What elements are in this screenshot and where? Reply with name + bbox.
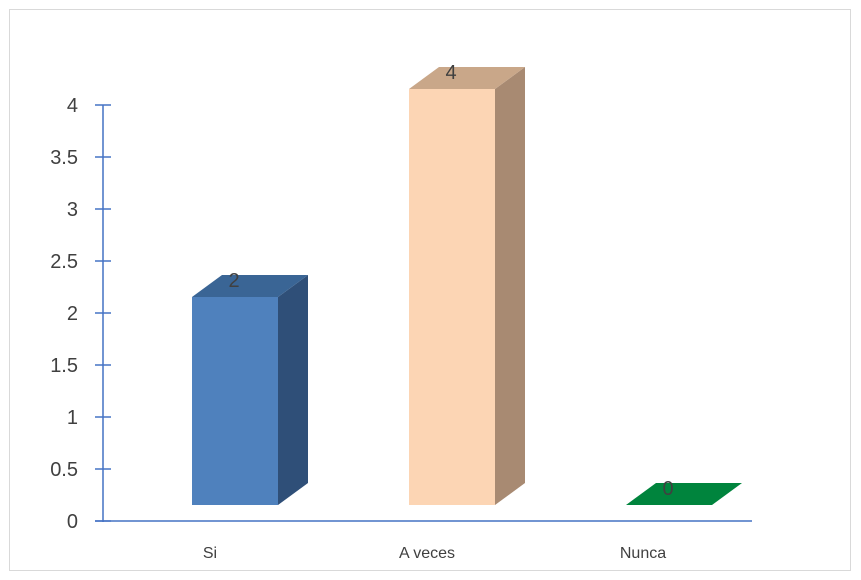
x-category-label: A veces xyxy=(399,545,455,562)
chart-bars xyxy=(192,67,742,505)
data-label: 0 xyxy=(662,478,673,500)
x-category-label: Nunca xyxy=(620,545,666,562)
y-tick-label: 0 xyxy=(67,511,78,533)
y-tick-label: 0.5 xyxy=(50,459,78,481)
y-tick-label: 3 xyxy=(67,199,78,221)
y-tick-label: 2 xyxy=(67,303,78,325)
chart-axes: 0 0.5 1 1.5 2 2.5 3 3.5 4 xyxy=(50,95,752,533)
bar-nunca xyxy=(626,483,742,505)
bar-front xyxy=(409,89,495,505)
data-label: 4 xyxy=(445,62,456,84)
bar-front xyxy=(192,297,278,505)
bar-top xyxy=(192,275,308,297)
y-tick-label: 3.5 xyxy=(50,147,78,169)
chart-labels: 2 Si 4 A veces 0 Nunca xyxy=(203,62,674,562)
bar-top xyxy=(409,67,525,89)
bar-side xyxy=(278,275,308,505)
y-tick-label: 1 xyxy=(67,407,78,429)
y-tick-label: 1.5 xyxy=(50,355,78,377)
data-label: 2 xyxy=(228,270,239,292)
x-category-label: Si xyxy=(203,545,217,562)
y-tick-label: 2.5 xyxy=(50,251,78,273)
bar-a-veces xyxy=(409,67,525,505)
y-tick-label: 4 xyxy=(67,95,78,117)
bar-top xyxy=(626,483,742,505)
bar-side xyxy=(495,67,525,505)
bar-si xyxy=(192,275,308,505)
